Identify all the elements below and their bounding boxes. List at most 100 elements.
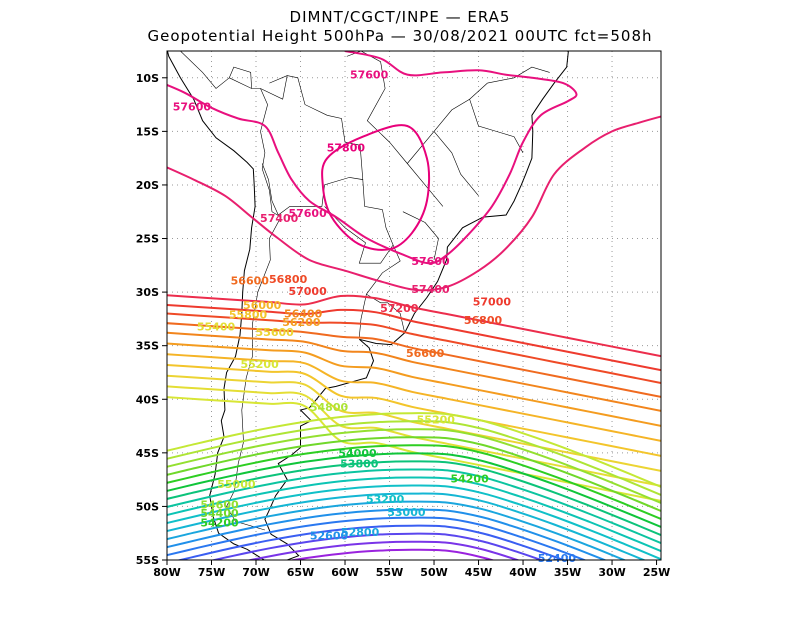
contour-label: 57600 <box>411 255 450 268</box>
contour-label: 52800 <box>341 526 380 539</box>
country-border <box>180 51 230 89</box>
contour-53200 <box>167 484 661 560</box>
contour-51800 <box>246 540 521 560</box>
lat-tick-label: 40S <box>136 393 159 406</box>
contour-57600 <box>167 51 578 265</box>
lat-tick-label: 55S <box>136 554 159 567</box>
country-border <box>487 66 550 84</box>
contour-label: 52600 <box>310 529 349 542</box>
country-border <box>469 99 524 153</box>
contour-label: 52400 <box>538 552 577 565</box>
contour-label: 57800 <box>327 141 366 154</box>
contour-53400 <box>167 476 661 553</box>
contour-52600 <box>167 508 608 560</box>
lon-tick-label: 25W <box>643 566 670 579</box>
coastline <box>167 51 569 560</box>
contour-label: 57600 <box>288 207 327 220</box>
lat-tick-label: 15S <box>136 125 159 138</box>
contour-label: 53200 <box>366 493 405 506</box>
contour-56600 <box>167 322 661 398</box>
contour-52400 <box>167 516 587 560</box>
contour-label: 56600 <box>406 347 445 360</box>
country-border <box>433 131 479 196</box>
contour-label: 56800 <box>464 314 503 327</box>
contour-53000 <box>167 492 647 560</box>
lat-tick-label: 25S <box>136 233 159 246</box>
contour-label: 57000 <box>288 285 327 298</box>
lon-tick-label: 40W <box>509 566 536 579</box>
axis-ticks: 80W 75W 70W 65W 60W 55W 50W 45W 40W 35W 30W 25W 10S 1… <box>136 72 671 579</box>
lon-tick-label: 30W <box>598 566 625 579</box>
country-border <box>365 244 405 333</box>
contour-label: 53800 <box>340 458 379 471</box>
contour-55800 <box>167 363 661 457</box>
lon-tick-label: 60W <box>331 566 358 579</box>
contour-label: 54200 <box>200 517 239 530</box>
lon-tick-label: 65W <box>287 566 314 579</box>
contour-label: 54400 <box>200 507 239 520</box>
contour-57800 <box>321 124 431 251</box>
contour-55000 <box>167 412 661 488</box>
contour-labels: 5760057600578005760057400576005740057200… <box>173 69 577 565</box>
contour-label: 55200 <box>240 358 279 371</box>
contour-label: 54800 <box>310 401 349 414</box>
contour-52000 <box>209 532 545 560</box>
lat-tick-label: 20S <box>136 179 159 192</box>
map-title-line2: Geopotential Height 500hPa — 30/08/2021 … <box>147 27 653 45</box>
contour-label: 57400 <box>260 212 299 225</box>
contour-53600 <box>167 468 661 545</box>
contour-57400 <box>167 115 661 292</box>
map-title-line1: DIMNT/CGCT/INPE — ERA5 <box>289 8 511 26</box>
contour-57200 <box>167 294 661 358</box>
contour-label: 57200 <box>380 302 419 315</box>
contour-54200 <box>167 444 661 520</box>
lon-tick-label: 35W <box>554 566 581 579</box>
contour-label: 54000 <box>338 447 377 460</box>
contour-label: 53000 <box>387 506 426 519</box>
contour-label: 56200 <box>282 316 321 329</box>
contour-54000 <box>167 452 661 528</box>
lon-tick-label: 45W <box>465 566 492 579</box>
country-border <box>407 82 488 164</box>
map-frame <box>166 50 662 561</box>
contour-label: 56600 <box>231 274 270 287</box>
lat-tick-label: 50S <box>136 500 159 513</box>
country-border <box>359 294 367 338</box>
height-contours <box>167 51 661 560</box>
contour-label: 55000 <box>217 478 256 491</box>
contour-label: 57000 <box>473 296 512 309</box>
lon-tick-label: 70W <box>242 566 269 579</box>
contour-54600 <box>167 428 661 504</box>
lon-tick-label: 55W <box>376 566 403 579</box>
contour-label: 55400 <box>197 320 236 333</box>
contour-52200 <box>176 524 567 560</box>
contour-54400 <box>167 436 661 512</box>
lon-tick-label: 50W <box>420 566 447 579</box>
contour-56200 <box>167 342 661 427</box>
contour-label: 56400 <box>284 308 323 321</box>
contour-label: 54200 <box>450 473 489 486</box>
lat-tick-label: 10S <box>136 72 159 85</box>
contour-56400 <box>167 331 661 412</box>
lat-tick-label: 35S <box>136 340 159 353</box>
lon-tick-label: 75W <box>198 566 225 579</box>
lat-tick-label: 45S <box>136 447 159 460</box>
country-border <box>229 66 252 89</box>
contour-label: 57400 <box>411 283 450 296</box>
contour-label: 56800 <box>269 273 308 286</box>
contour-label: 54600 <box>200 498 239 511</box>
contour-53800 <box>167 460 661 537</box>
contour-label: 57600 <box>173 101 212 114</box>
contour-label: 56000 <box>243 299 282 312</box>
country-border <box>324 179 394 264</box>
contour-label: 57600 <box>350 69 389 82</box>
contour-51600 <box>288 548 496 560</box>
contour-label: 55600 <box>256 326 295 339</box>
country-border <box>261 75 364 216</box>
lat-tick-label: 30S <box>136 286 159 299</box>
lon-tick-label: 80W <box>153 566 180 579</box>
country-border <box>402 211 439 261</box>
contour-label: 55800 <box>229 309 268 322</box>
contour-56800 <box>167 312 661 384</box>
